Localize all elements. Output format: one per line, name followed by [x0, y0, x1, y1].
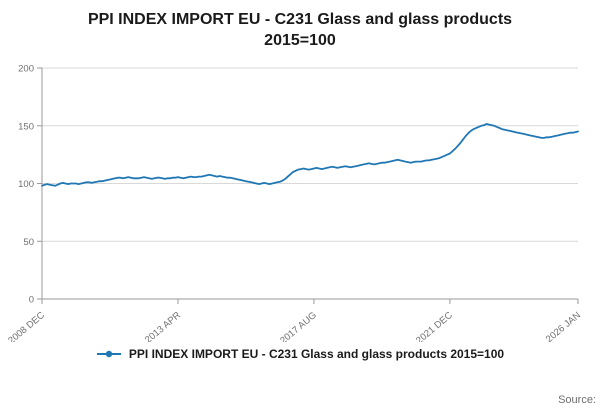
svg-text:200: 200 — [18, 63, 34, 74]
chart-canvas: 0 50 100 150 200 2008 DEC 2013 APR 2017 AUG 2021… — [6, 63, 583, 346]
svg-text:2008 DEC: 2008 DEC — [6, 309, 47, 341]
line-chart: 0 50 100 150 200 2008 DEC 2013 APR 2017 AUG 2021… — [0, 54, 600, 347]
svg-text:2021 DEC: 2021 DEC — [414, 309, 455, 341]
chart-page: PPI INDEX IMPORT EU - C231 Glass and gla… — [0, 10, 600, 410]
page-title: PPI INDEX IMPORT EU - C231 Glass and gla… — [24, 10, 576, 52]
svg-text:0: 0 — [29, 294, 34, 305]
legend-label: PPI INDEX IMPORT EU - C231 Glass and gla… — [128, 346, 505, 361]
title-line-2: 2015=100 — [264, 31, 336, 49]
svg-text:150: 150 — [18, 121, 34, 132]
legend: PPI INDEX IMPORT EU - C231 Glass and gla… — [0, 347, 600, 361]
svg-text:2026 JAN: 2026 JAN — [544, 309, 583, 341]
svg-text:50: 50 — [23, 236, 34, 247]
svg-text:100: 100 — [18, 179, 34, 190]
legend-line-marker-icon — [96, 350, 121, 357]
svg-text:2013 APR: 2013 APR — [143, 309, 183, 341]
svg-text:2017 AUG: 2017 AUG — [278, 309, 319, 341]
source-label: Source: — [558, 394, 596, 406]
title-line-1: PPI INDEX IMPORT EU - C231 Glass and gla… — [87, 11, 513, 28]
